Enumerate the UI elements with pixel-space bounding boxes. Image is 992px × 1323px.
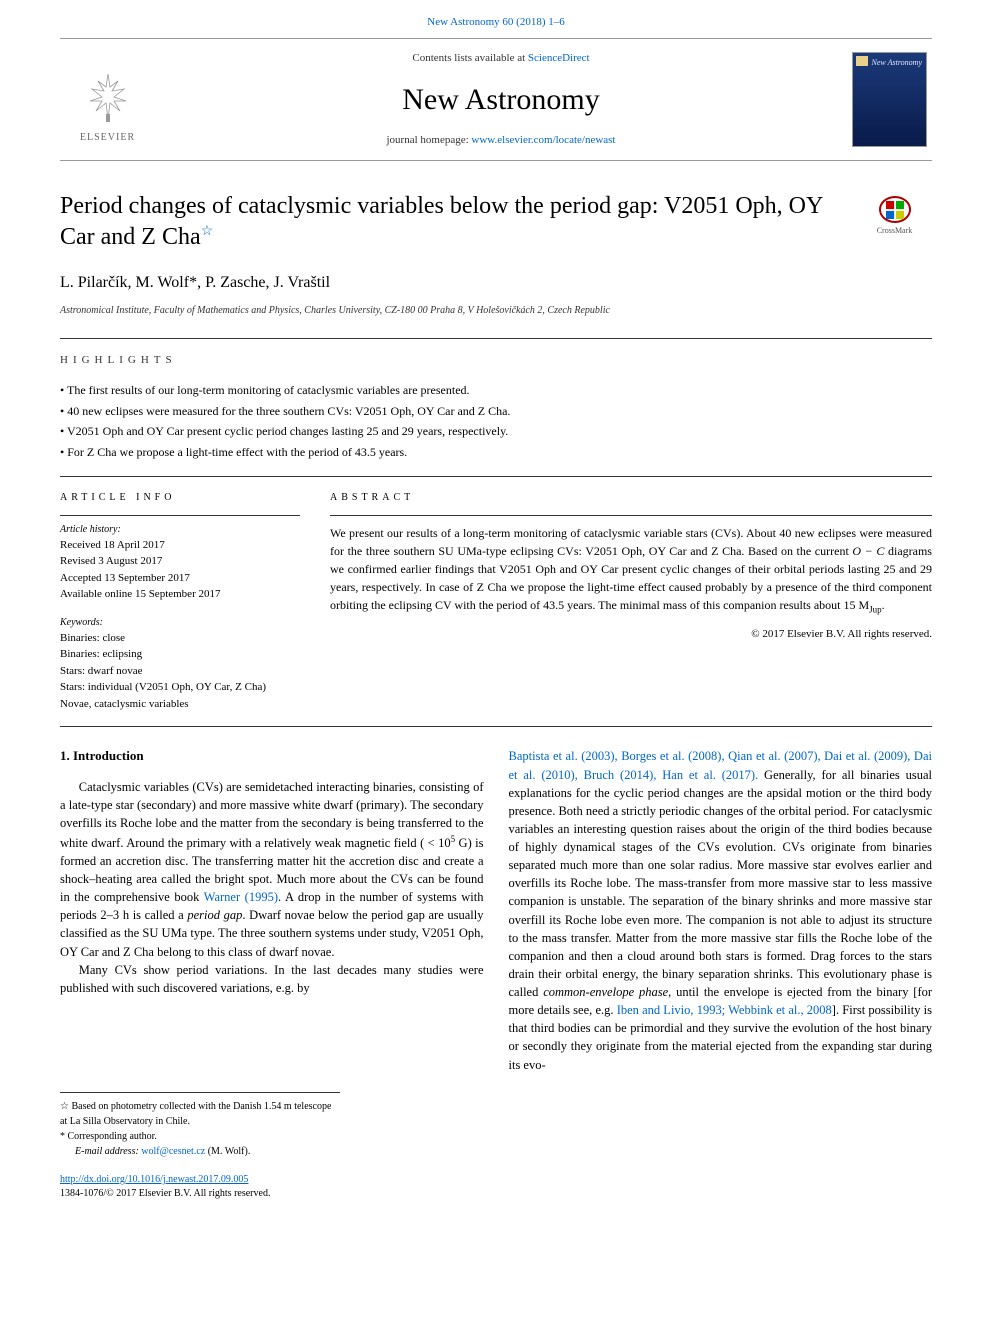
body-columns: 1. Introduction Cataclysmic variables (C… xyxy=(60,747,932,1073)
highlight-item: The first results of our long-term monit… xyxy=(60,380,932,400)
banner-center: Contents lists available at ScienceDirec… xyxy=(150,51,852,148)
ref-link[interactable]: Warner (1995) xyxy=(204,890,278,904)
crossmark-badge[interactable]: CrossMark xyxy=(857,196,932,236)
journal-cover-thumbnail: New Astronomy xyxy=(852,52,927,147)
title-star-note: ☆ xyxy=(201,224,214,239)
authors: L. Pilarčík, M. Wolf*, P. Zasche, J. Vra… xyxy=(60,272,932,294)
crossmark-icon xyxy=(879,196,911,223)
history-line: Revised 3 August 2017 xyxy=(60,553,300,570)
article-info: ARTICLE INFO Article history: Received 1… xyxy=(60,491,300,713)
email-label: E-mail address: xyxy=(75,1146,139,1157)
ref-link[interactable]: Iben and Livio, 1993; Webbink et al., 20… xyxy=(617,1003,832,1017)
keyword: Novae, cataclysmic variables xyxy=(60,696,300,713)
footnote-corresponding: * Corresponding author. xyxy=(60,1129,340,1144)
body-column-left: 1. Introduction Cataclysmic variables (C… xyxy=(60,747,484,1073)
article-header: CrossMark Period changes of cataclysmic … xyxy=(60,191,932,318)
keyword: Stars: dwarf novae xyxy=(60,663,300,680)
issn-copyright: 1384-1076/© 2017 Elsevier B.V. All right… xyxy=(60,1187,932,1201)
corr-label: Corresponding author. xyxy=(68,1131,157,1142)
keyword: Binaries: eclipsing xyxy=(60,646,300,663)
footnote-star: ☆ Based on photometry collected with the… xyxy=(60,1099,340,1129)
history-label: Article history: xyxy=(60,522,300,537)
homepage-prefix: journal homepage: xyxy=(387,134,472,146)
abstract-part: . xyxy=(882,598,885,612)
abstract-copyright: © 2017 Elsevier B.V. All rights reserved… xyxy=(330,627,932,642)
crossmark-label: CrossMark xyxy=(877,225,913,236)
abstract-oc: O − C xyxy=(852,544,884,558)
homepage-link[interactable]: www.elsevier.com/locate/newast xyxy=(471,134,615,146)
page-header-citation: New Astronomy 60 (2018) 1–6 xyxy=(0,0,992,38)
footnote-text: Based on photometry collected with the D… xyxy=(60,1101,331,1127)
article-info-heading: ARTICLE INFO xyxy=(60,491,300,505)
keyword: Stars: individual (V2051 Oph, OY Car, Z … xyxy=(60,679,300,696)
divider xyxy=(60,726,932,727)
body-paragraph: Many CVs show period variations. In the … xyxy=(60,961,484,997)
body-column-right: Baptista et al. (2003), Borges et al. (2… xyxy=(509,747,933,1073)
title-text: Period changes of cataclysmic variables … xyxy=(60,193,822,250)
footnote-email: E-mail address: wolf@cesnet.cz (M. Wolf)… xyxy=(60,1144,340,1159)
abstract-jup: Jup xyxy=(869,604,882,614)
highlights-list: The first results of our long-term monit… xyxy=(60,380,932,462)
info-abstract-row: ARTICLE INFO Article history: Received 1… xyxy=(60,491,932,713)
keywords-block: Keywords: Binaries: close Binaries: ecli… xyxy=(60,615,300,713)
star-icon: ☆ xyxy=(60,1101,71,1112)
footnotes: ☆ Based on photometry collected with the… xyxy=(60,1092,340,1159)
divider xyxy=(60,338,932,339)
journal-homepage: journal homepage: www.elsevier.com/locat… xyxy=(150,133,852,148)
highlight-item: 40 new eclipses were measured for the th… xyxy=(60,401,932,421)
intro-heading: 1. Introduction xyxy=(60,747,484,766)
period-gap-term: period gap xyxy=(187,908,242,922)
body-text: Cataclysmic variables (CVs) are semideta… xyxy=(60,780,484,850)
corr-mark: * xyxy=(60,1131,68,1142)
contents-available: Contents lists available at ScienceDirec… xyxy=(150,51,852,66)
body-paragraph: Baptista et al. (2003), Borges et al. (2… xyxy=(509,747,933,1073)
sciencedirect-link[interactable]: ScienceDirect xyxy=(528,52,590,64)
elsevier-tree-icon xyxy=(73,67,143,127)
highlights-label: HIGHLIGHTS xyxy=(60,353,932,368)
elsevier-label: ELSEVIER xyxy=(80,131,135,145)
history-line: Received 18 April 2017 xyxy=(60,537,300,554)
history-line: Available online 15 September 2017 xyxy=(60,586,300,603)
abstract-heading: ABSTRACT xyxy=(330,491,932,505)
highlights-section: HIGHLIGHTS The first results of our long… xyxy=(60,353,932,462)
history-line: Accepted 13 September 2017 xyxy=(60,570,300,587)
abstract-text: We present our results of a long-term mo… xyxy=(330,515,932,617)
affiliation: Astronomical Institute, Faculty of Mathe… xyxy=(60,304,932,318)
article-title: Period changes of cataclysmic variables … xyxy=(60,191,932,253)
highlight-item: For Z Cha we propose a light-time effect… xyxy=(60,442,932,462)
contents-prefix: Contents lists available at xyxy=(412,52,527,64)
body-text: Generally, for all binaries usual explan… xyxy=(509,768,933,1000)
abstract-column: ABSTRACT We present our results of a lon… xyxy=(330,491,932,713)
keyword: Binaries: close xyxy=(60,630,300,647)
cover-title: New Astronomy xyxy=(872,57,922,68)
email-link[interactable]: wolf@cesnet.cz xyxy=(141,1146,205,1157)
doi-block: http://dx.doi.org/10.1016/j.newast.2017.… xyxy=(60,1173,932,1201)
journal-name: New Astronomy xyxy=(150,79,852,121)
info-divider xyxy=(60,515,300,516)
journal-banner: ELSEVIER Contents lists available at Sci… xyxy=(60,38,932,161)
abstract-part: We present our results of a long-term mo… xyxy=(330,526,932,558)
article-history: Article history: Received 18 April 2017 … xyxy=(60,522,300,603)
common-envelope-term: common-envelope phase xyxy=(543,985,668,999)
doi-link[interactable]: http://dx.doi.org/10.1016/j.newast.2017.… xyxy=(60,1174,248,1185)
body-paragraph: Cataclysmic variables (CVs) are semideta… xyxy=(60,778,484,960)
divider xyxy=(60,476,932,477)
elsevier-logo: ELSEVIER xyxy=(60,55,150,145)
keywords-label: Keywords: xyxy=(60,615,300,630)
highlight-item: V2051 Oph and OY Car present cyclic peri… xyxy=(60,421,932,441)
email-name: (M. Wolf). xyxy=(208,1146,251,1157)
